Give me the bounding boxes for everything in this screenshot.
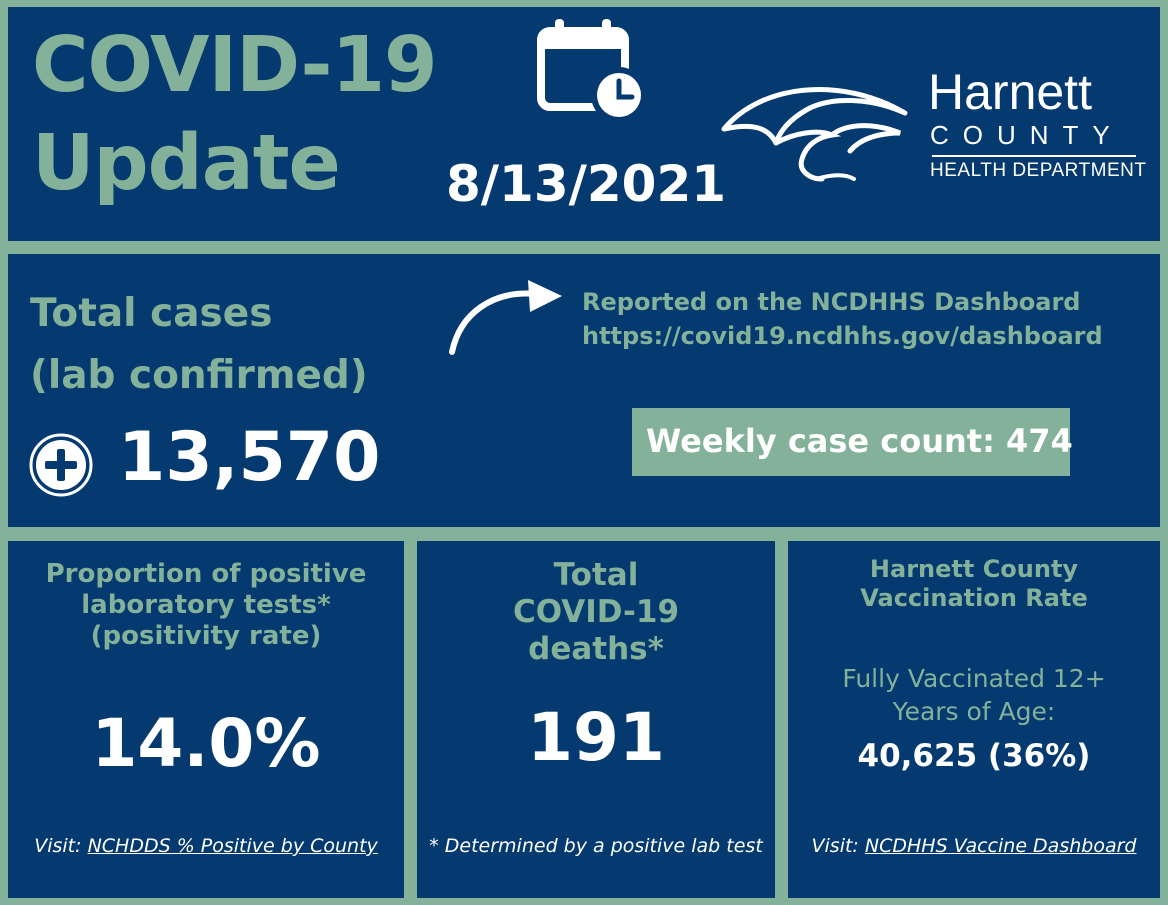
deaths-value: 191 <box>527 699 665 776</box>
vaccination-heading-line2: Vaccination Rate <box>860 583 1088 612</box>
positivity-visit-label: Visit: <box>34 835 82 857</box>
weekly-case-count-badge: Weekly case count: 474 <box>632 408 1073 476</box>
dashboard-url-link[interactable]: https://covid19.ncdhhs.gov/dashboard <box>582 322 1103 350</box>
vaccination-heading-line1: Harnett County <box>869 555 1079 583</box>
total-cases-panel <box>8 254 1160 527</box>
org-county: COUNTY <box>930 120 1124 150</box>
page-title-line1: COVID-19 <box>32 21 438 110</box>
deaths-heading-line3: deaths* <box>528 631 664 668</box>
vaccination-subheading-line2: Years of Age: <box>892 696 1056 726</box>
positivity-panel: Proportion of positive laboratory tests*… <box>8 541 404 898</box>
total-cases-label: Total cases <box>30 291 273 336</box>
vaccination-subheading: Fully Vaccinated 12+ Years of Age: <box>788 663 1160 728</box>
vaccine-dashboard-link[interactable]: NCDHHS Vaccine Dashboard <box>864 835 1137 857</box>
deaths-heading: Total COVID-19 deaths* <box>417 557 775 669</box>
vaccination-subheading-line1: Fully Vaccinated 12+ <box>842 664 1106 693</box>
total-cases-value: 13,570 <box>118 418 381 497</box>
vaccination-panel: Harnett County Vaccination Rate Fully Va… <box>788 541 1160 898</box>
total-cases-sublabel: (lab confirmed) <box>30 353 368 398</box>
header-panel: COVID-19 Update 8/13/2021 Harnett COUNTY… <box>8 7 1160 241</box>
update-date: 8/13/2021 <box>446 155 727 213</box>
plus-circle-icon <box>29 433 93 497</box>
vaccination-footer: Visit: NCDHHS Vaccine Dashboard <box>788 837 1160 856</box>
weekly-case-count-value: 474 <box>1006 422 1073 460</box>
deaths-panel: Total COVID-19 deaths* 191 * Determined … <box>417 541 775 898</box>
vaccination-value: 40,625 (36%) <box>857 738 1091 774</box>
weekly-case-count-text: Weekly case count: 474 <box>646 425 1073 457</box>
org-name: Harnett <box>928 64 1092 120</box>
curved-arrow-icon <box>449 280 562 355</box>
org-department: HEALTH DEPARTMENT <box>930 160 1147 181</box>
positivity-rate-value: 14.0% <box>91 705 321 782</box>
weekly-case-count-label: Weekly case count: <box>646 422 995 460</box>
vaccination-visit-label: Visit: <box>811 835 859 857</box>
positivity-heading: Proportion of positive laboratory tests*… <box>8 559 404 653</box>
positivity-heading-line2: laboratory tests* <box>81 590 331 621</box>
page-title-line2: Update <box>32 119 341 208</box>
deaths-heading-line1: Total <box>553 557 639 593</box>
positivity-footer: Visit: NCHDDS % Positive by County <box>8 837 404 856</box>
deaths-footnote: * Determined by a positive lab test <box>429 835 763 857</box>
positivity-heading-line3: (positivity rate) <box>90 621 322 652</box>
reported-source-text: Reported on the NCDHHS Dashboard <box>582 288 1081 316</box>
org-divider <box>932 155 1136 157</box>
eagle-logo-icon <box>721 87 908 182</box>
deaths-heading-line2: COVID-19 <box>512 594 680 631</box>
vaccination-heading: Harnett County Vaccination Rate <box>788 555 1160 613</box>
positivity-link[interactable]: NCHDDS % Positive by County <box>87 835 378 857</box>
positivity-heading-line1: Proportion of positive <box>45 559 367 589</box>
calendar-clock-icon <box>537 19 647 122</box>
